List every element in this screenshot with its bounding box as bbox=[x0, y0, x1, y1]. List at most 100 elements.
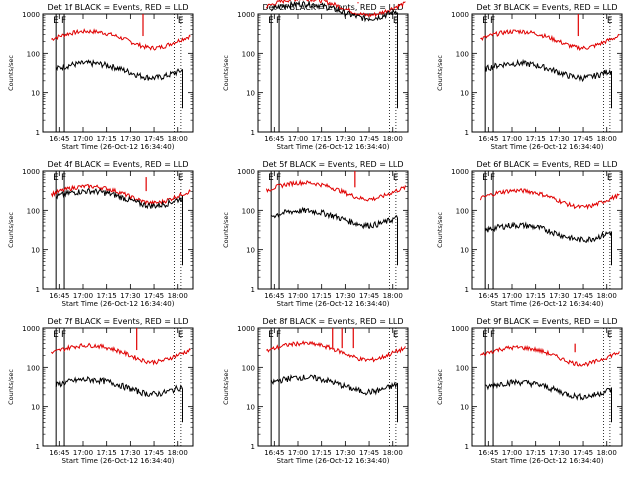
x-tick-label: 16:45 bbox=[49, 292, 69, 300]
x-tick-label: 18:00 bbox=[597, 135, 617, 143]
marker-label: F bbox=[61, 330, 66, 340]
series-events bbox=[485, 378, 612, 423]
plot-frame bbox=[257, 170, 409, 290]
marker-label: E bbox=[268, 16, 274, 26]
y-tick-label: 10 bbox=[31, 90, 40, 98]
y-tick-label: 100 bbox=[27, 207, 40, 215]
y-tick-label: 10 bbox=[460, 90, 469, 98]
x-axis-label: Start Time (26-Oct-12 16:34:40) bbox=[62, 143, 175, 151]
marker-label: E bbox=[482, 173, 488, 183]
y-tick-label: 10 bbox=[31, 404, 40, 412]
series-lld bbox=[265, 0, 406, 18]
y-tick-label: 100 bbox=[456, 207, 469, 215]
marker-label: E bbox=[178, 16, 184, 26]
x-tick-label: 16:45 bbox=[478, 449, 498, 457]
marker-label: E bbox=[393, 330, 399, 340]
x-tick-label: 17:30 bbox=[549, 135, 569, 143]
series-events bbox=[270, 373, 398, 423]
x-tick-label: 17:15 bbox=[526, 135, 546, 143]
plot-frame bbox=[471, 327, 623, 447]
marker-label: E bbox=[482, 330, 488, 340]
y-axis-label: Counts/sec bbox=[7, 369, 15, 405]
y-axis-label: Counts/sec bbox=[436, 369, 444, 405]
x-tick-label: 16:45 bbox=[264, 292, 284, 300]
panel-title: Det 9f BLACK = Events, RED = LLD bbox=[476, 317, 617, 326]
x-tick-label: 17:45 bbox=[359, 135, 379, 143]
x-tick-label: 17:30 bbox=[549, 292, 569, 300]
x-axis-label: Start Time (26-Oct-12 16:34:40) bbox=[277, 300, 390, 308]
marker-label: E bbox=[607, 16, 613, 26]
x-tick-label: 17:45 bbox=[144, 449, 164, 457]
panel-title: Det 8f BLACK = Events, RED = LLD bbox=[262, 317, 403, 326]
marker-label: E bbox=[178, 330, 184, 340]
x-tick-label: 17:45 bbox=[573, 135, 593, 143]
y-tick-label: 1 bbox=[36, 443, 40, 451]
series-events bbox=[270, 206, 398, 266]
y-tick-label: 1000 bbox=[237, 325, 255, 333]
panel-title: Det 6f BLACK = Events, RED = LLD bbox=[476, 160, 617, 169]
marker-label: F bbox=[276, 330, 281, 340]
plot-frame bbox=[42, 170, 194, 290]
series-lld bbox=[265, 179, 406, 202]
series-events bbox=[484, 221, 612, 266]
y-tick-label: 1 bbox=[465, 443, 469, 451]
x-tick-label: 18:00 bbox=[168, 292, 188, 300]
y-tick-label: 10 bbox=[460, 247, 469, 255]
marker-label: F bbox=[490, 330, 495, 340]
y-tick-label: 100 bbox=[456, 364, 469, 372]
series-lld bbox=[50, 342, 191, 366]
x-tick-label: 18:00 bbox=[597, 449, 617, 457]
x-tick-label: 17:30 bbox=[335, 449, 355, 457]
x-tick-label: 17:00 bbox=[502, 292, 522, 300]
y-tick-label: 100 bbox=[242, 207, 255, 215]
x-tick-label: 17:15 bbox=[312, 292, 332, 300]
x-axis-label: Start Time (26-Oct-12 16:34:40) bbox=[62, 457, 175, 465]
y-tick-label: 10 bbox=[246, 90, 255, 98]
x-axis-label: Start Time (26-Oct-12 16:34:40) bbox=[491, 143, 604, 151]
y-tick-label: 1000 bbox=[22, 325, 40, 333]
y-tick-label: 1000 bbox=[237, 168, 255, 176]
marker-label: F bbox=[490, 16, 495, 26]
series-events bbox=[55, 376, 183, 423]
marker-label: E bbox=[607, 330, 613, 340]
marker-label: E bbox=[393, 173, 399, 183]
x-tick-label: 17:30 bbox=[335, 135, 355, 143]
series-lld bbox=[480, 344, 620, 367]
marker-label: F bbox=[490, 173, 495, 183]
y-tick-label: 100 bbox=[27, 50, 40, 58]
y-axis-label: Counts/sec bbox=[436, 212, 444, 248]
y-tick-label: 1 bbox=[251, 443, 255, 451]
x-tick-label: 18:00 bbox=[597, 292, 617, 300]
marker-label: E bbox=[268, 173, 274, 183]
y-tick-label: 1000 bbox=[22, 168, 40, 176]
y-tick-label: 1000 bbox=[451, 325, 469, 333]
x-tick-label: 17:15 bbox=[526, 449, 546, 457]
x-tick-label: 18:00 bbox=[168, 449, 188, 457]
x-axis-label: Start Time (26-Oct-12 16:34:40) bbox=[491, 300, 604, 308]
y-tick-label: 100 bbox=[242, 50, 255, 58]
series-lld bbox=[480, 28, 620, 52]
x-axis-label: Start Time (26-Oct-12 16:34:40) bbox=[491, 457, 604, 465]
x-tick-label: 17:15 bbox=[97, 292, 117, 300]
y-tick-label: 1000 bbox=[22, 11, 40, 19]
x-tick-label: 17:30 bbox=[120, 292, 140, 300]
y-tick-label: 10 bbox=[246, 404, 255, 412]
x-tick-label: 17:00 bbox=[288, 292, 308, 300]
x-tick-label: 16:45 bbox=[49, 135, 69, 143]
x-tick-label: 18:00 bbox=[383, 292, 403, 300]
x-tick-label: 17:00 bbox=[73, 449, 93, 457]
x-tick-label: 17:00 bbox=[288, 135, 308, 143]
y-axis-label: Counts/sec bbox=[7, 55, 15, 91]
series-events bbox=[55, 58, 183, 109]
plot-frame bbox=[42, 327, 194, 447]
x-tick-label: 17:30 bbox=[549, 449, 569, 457]
y-tick-label: 1000 bbox=[451, 11, 469, 19]
marker-label: E bbox=[607, 173, 613, 183]
y-axis-label: Counts/sec bbox=[222, 212, 230, 248]
panel-title: Det 5f BLACK = Events, RED = LLD bbox=[262, 160, 403, 169]
x-axis-label: Start Time (26-Oct-12 16:34:40) bbox=[62, 300, 175, 308]
x-tick-label: 17:45 bbox=[144, 292, 164, 300]
x-tick-label: 17:00 bbox=[502, 449, 522, 457]
x-tick-label: 18:00 bbox=[168, 135, 188, 143]
